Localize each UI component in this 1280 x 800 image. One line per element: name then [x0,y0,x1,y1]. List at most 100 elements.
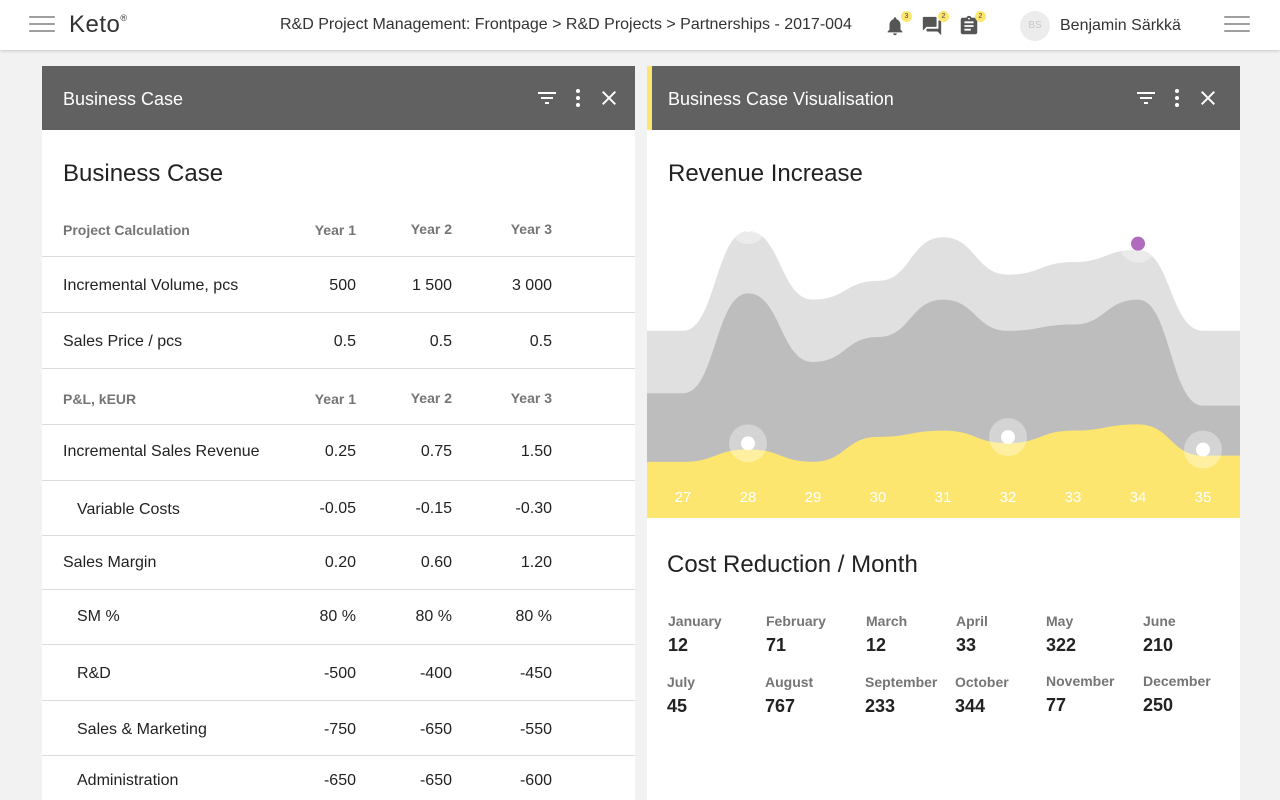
x-tick-label: 32 [1000,489,1017,506]
data-point[interactable] [1001,430,1015,445]
x-tick-label: 31 [935,489,952,506]
user-name[interactable]: Benjamin Särkkä [1060,17,1181,34]
row-label: Sales Price / pcs [63,333,183,350]
month-value: 33 [956,635,977,655]
tasks-badge: 2 [975,11,986,22]
breadcrumb[interactable]: R&D Project Management: Frontpage > R&D … [280,16,852,33]
cell: 0.20 [324,554,356,571]
panel-title: Business Case [63,89,184,109]
app-logo[interactable]: Keto® [69,11,128,38]
month-value: 210 [1143,635,1174,655]
row-label: R&D [77,665,111,682]
panel-header: Business Case Visualisation [647,66,1240,130]
month-name: October [955,674,1009,690]
notifications-bell-icon[interactable]: 3 [884,11,912,39]
close-icon[interactable] [597,86,621,110]
row-label: Sales Margin [63,554,157,571]
month-item: December 250 [1143,673,1211,716]
cell: -400 [419,665,452,682]
revenue-chart-title: Revenue Increase [668,160,863,187]
more-vert-icon[interactable] [1165,86,1189,110]
month-item: October 344 [955,674,1009,717]
cell: 0.5 [333,333,356,350]
data-point[interactable] [1131,236,1145,251]
month-item: June 210 [1143,613,1176,656]
filter-icon[interactable] [1134,86,1158,110]
row-label: P&L, kEUR [63,391,137,407]
table-header-row: P&L, kEUR Year 1 Year 2 Year 3 [42,368,635,424]
business-case-panel: Business Case Business Case Project Calc… [42,66,635,800]
cell: 3 000 [511,277,552,294]
row-label: Sales & Marketing [77,721,207,738]
table-row: Incremental Volume, pcs 500 1 500 3 000 [42,256,635,312]
notifications-badge: 3 [901,11,912,22]
cell: 500 [329,277,356,294]
cell: -650 [419,772,452,789]
cell: 0.5 [429,333,452,350]
month-item: August 767 [765,674,813,717]
user-avatar[interactable]: BS [1020,11,1050,41]
cell: 80 % [319,608,356,625]
col-year-2: Year 2 [410,390,452,406]
panel-header: Business Case [42,66,635,130]
filter-icon[interactable] [535,86,559,110]
close-icon[interactable] [1196,86,1220,110]
cell: 0.60 [420,554,452,571]
x-tick-label: 28 [740,489,757,506]
main-menu-icon[interactable] [29,16,55,34]
cell: 80 % [515,608,552,625]
table-row: Administration -650 -650 -600 [42,755,635,800]
month-item: November 77 [1046,673,1114,716]
cell: -600 [519,772,552,789]
top-bar: Keto® R&D Project Management: Frontpage … [0,0,1280,50]
table-row: R&D -500 -400 -450 [42,644,635,700]
month-item: July 45 [667,674,695,717]
side-menu-icon[interactable] [1224,16,1250,34]
month-name: July [667,674,696,690]
row-label: Project Calculation [63,222,190,238]
month-item: March 12 [866,613,907,656]
row-label: Incremental Sales Revenue [63,443,260,460]
cell: -0.05 [319,500,356,517]
cell: -550 [519,721,552,738]
month-item: April 33 [956,613,988,656]
month-name: December [1143,673,1211,689]
more-vert-icon[interactable] [566,86,590,110]
data-point[interactable] [741,217,755,232]
month-value: 77 [1046,695,1067,715]
data-point[interactable] [1196,442,1210,457]
month-name: May [1046,613,1074,629]
month-name: June [1143,613,1176,629]
month-name: January [668,613,722,629]
cell: -650 [323,772,356,789]
cell: -0.15 [415,500,452,517]
table-row: Sales Margin 0.20 0.60 1.20 [42,535,635,589]
panel-title: Business Case Visualisation [668,89,894,109]
cell: 0.75 [420,443,452,460]
messages-icon[interactable]: 2 [921,11,949,39]
x-tick-label: 27 [675,489,692,506]
cost-reduction-heading: Cost Reduction / Month [667,551,918,578]
col-year-3: Year 3 [510,221,552,237]
row-label: SM % [77,608,120,625]
row-label: Variable Costs [77,501,180,518]
tasks-clipboard-icon[interactable]: 2 [958,11,986,39]
month-item: January 12 [668,613,722,656]
month-value: 71 [766,635,787,655]
x-tick-label: 30 [870,489,887,506]
data-point[interactable] [741,436,755,451]
cell: 1.50 [520,443,552,460]
month-item: May 322 [1046,613,1076,656]
month-value: 344 [955,696,986,716]
business-case-heading: Business Case [63,160,224,187]
messages-badge: 2 [938,11,949,22]
visualisation-panel: Business Case Visualisation Revenue Incr… [647,66,1240,800]
x-tick-label: 34 [1130,489,1147,506]
cell: -450 [519,665,552,682]
table-row: Sales & Marketing -750 -650 -550 [42,700,635,755]
month-item: September 233 [865,674,937,717]
month-name: November [1046,673,1115,689]
table-row: SM % 80 % 80 % 80 % [42,589,635,644]
month-value: 767 [765,696,796,716]
table-row: Incremental Sales Revenue 0.25 0.75 1.50 [42,424,635,480]
